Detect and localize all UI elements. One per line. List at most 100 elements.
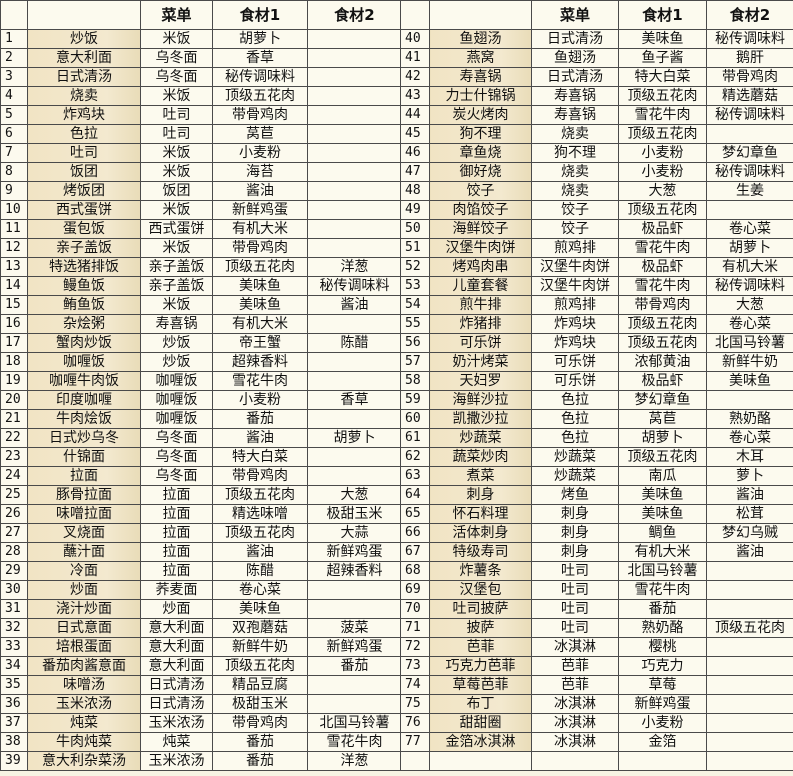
ingredient-2-cell[interactable] — [307, 86, 402, 106]
menu-cell[interactable]: 拉面 — [140, 504, 213, 524]
ingredient-1-cell[interactable]: 酱油 — [212, 428, 308, 448]
ingredient-1-cell[interactable]: 精品豆腐 — [212, 675, 308, 695]
dish-name[interactable]: 牛肉炖菜 — [27, 732, 141, 752]
menu-cell[interactable]: 拉面 — [140, 542, 213, 562]
ingredient-1-cell[interactable]: 南瓜 — [618, 466, 707, 486]
menu-cell[interactable]: 日式清汤 — [140, 675, 213, 695]
dish-name[interactable]: 煎牛排 — [429, 295, 532, 315]
empty-cell[interactable] — [429, 751, 532, 771]
dish-name[interactable]: 蟹肉炒饭 — [27, 333, 141, 353]
menu-cell[interactable]: 炸鸡块 — [531, 333, 619, 353]
ingredient-2-cell[interactable]: 精选蘑菇 — [706, 86, 793, 106]
ingredient-1-cell[interactable]: 雪花牛肉 — [618, 238, 707, 258]
row-number[interactable]: 12 — [0, 238, 28, 258]
ingredient-2-cell[interactable]: 大葱 — [706, 295, 793, 315]
ingredient-1-cell[interactable]: 番茄 — [212, 732, 308, 752]
menu-cell[interactable]: 吐司 — [140, 105, 213, 125]
ingredient-1-cell[interactable]: 鲷鱼 — [618, 523, 707, 543]
ingredient-1-cell[interactable]: 番茄 — [212, 409, 308, 429]
dish-name[interactable]: 芭菲 — [429, 637, 532, 657]
row-number[interactable]: 68 — [400, 561, 430, 581]
dish-name[interactable]: 天妇罗 — [429, 371, 532, 391]
ingredient-1-cell[interactable]: 极品虾 — [618, 371, 707, 391]
ingredient-1-cell[interactable]: 特大白菜 — [212, 447, 308, 467]
ingredient-2-cell[interactable]: 新鲜鸡蛋 — [307, 637, 402, 657]
ingredient-2-cell[interactable]: 秘传调味料 — [706, 162, 793, 182]
dish-name[interactable]: 炒饭 — [27, 29, 141, 49]
menu-cell[interactable]: 乌冬面 — [140, 466, 213, 486]
ingredient-2-cell[interactable]: 洋葱 — [307, 751, 402, 771]
empty-cell[interactable] — [400, 751, 430, 771]
dish-name[interactable]: 刺身 — [429, 485, 532, 505]
dish-name[interactable]: 炭火烤肉 — [429, 105, 532, 125]
row-number[interactable]: 67 — [400, 542, 430, 562]
menu-cell[interactable]: 饭团 — [140, 181, 213, 201]
ingredient-2-cell[interactable]: 梦幻乌贼 — [706, 523, 793, 543]
row-number[interactable]: 3 — [0, 67, 28, 87]
row-number[interactable]: 75 — [400, 694, 430, 714]
dish-name[interactable]: 冷面 — [27, 561, 141, 581]
ingredient-1-cell[interactable]: 顶级五花肉 — [618, 314, 707, 334]
ingredient-2-cell[interactable] — [307, 599, 402, 619]
ingredient-2-cell[interactable]: 酱油 — [307, 295, 402, 315]
row-number[interactable]: 47 — [400, 162, 430, 182]
ingredient-1-cell[interactable]: 新鲜牛奶 — [212, 637, 308, 657]
row-number[interactable]: 55 — [400, 314, 430, 334]
row-number[interactable]: 50 — [400, 219, 430, 239]
ingredient-1-cell[interactable]: 番茄 — [618, 599, 707, 619]
row-number[interactable]: 77 — [400, 732, 430, 752]
ingredient-2-cell[interactable]: 北国马铃薯 — [307, 713, 402, 733]
ingredient-2-cell[interactable]: 极甜玉米 — [307, 504, 402, 524]
ingredient-2-cell[interactable]: 雪花牛肉 — [307, 732, 402, 752]
ingredient-2-cell[interactable] — [307, 162, 402, 182]
ingredient-2-cell[interactable]: 洋葱 — [307, 257, 402, 277]
dish-name[interactable]: 亲子盖饭 — [27, 238, 141, 258]
dish-name[interactable]: 培根蛋面 — [27, 637, 141, 657]
ingredient-2-cell[interactable] — [307, 694, 402, 714]
menu-cell[interactable]: 寿喜锅 — [531, 105, 619, 125]
ingredient-1-cell[interactable]: 超辣香料 — [212, 352, 308, 372]
ingredient-1-cell[interactable]: 新鲜鸡蛋 — [618, 694, 707, 714]
dish-name[interactable]: 肉馅饺子 — [429, 200, 532, 220]
menu-cell[interactable]: 汉堡牛肉饼 — [531, 276, 619, 296]
row-number[interactable]: 5 — [0, 105, 28, 125]
ingredient-1-cell[interactable]: 顶级五花肉 — [212, 523, 308, 543]
dish-name[interactable]: 浇汁炒面 — [27, 599, 141, 619]
dish-name[interactable]: 烧卖 — [27, 86, 141, 106]
dish-name[interactable]: 日式炒乌冬 — [27, 428, 141, 448]
ingredient-2-cell[interactable]: 陈醋 — [307, 333, 402, 353]
ingredient-2-cell[interactable] — [307, 238, 402, 258]
row-number[interactable]: 36 — [0, 694, 28, 714]
ingredient-2-cell[interactable]: 带骨鸡肉 — [706, 67, 793, 87]
row-number[interactable]: 35 — [0, 675, 28, 695]
dish-name[interactable]: 炸薯条 — [429, 561, 532, 581]
ingredient-1-cell[interactable]: 大葱 — [618, 181, 707, 201]
ingredient-2-cell[interactable]: 松茸 — [706, 504, 793, 524]
menu-cell[interactable]: 饺子 — [531, 219, 619, 239]
menu-cell[interactable]: 色拉 — [531, 409, 619, 429]
ingredient-1-cell[interactable]: 美味鱼 — [618, 504, 707, 524]
dish-name[interactable]: 炖菜 — [27, 713, 141, 733]
menu-cell[interactable]: 炖菜 — [140, 732, 213, 752]
ingredient-2-cell[interactable] — [307, 352, 402, 372]
ingredient-1-cell[interactable]: 草莓 — [618, 675, 707, 695]
row-number[interactable]: 46 — [400, 143, 430, 163]
ingredient-1-cell[interactable]: 莴苣 — [618, 409, 707, 429]
ingredient-2-cell[interactable] — [706, 561, 793, 581]
ingredient-2-cell[interactable] — [307, 580, 402, 600]
ingredient-2-cell[interactable] — [307, 124, 402, 144]
menu-cell[interactable]: 汉堡牛肉饼 — [531, 257, 619, 277]
ingredient-2-cell[interactable] — [706, 390, 793, 410]
ingredient-2-cell[interactable] — [706, 694, 793, 714]
menu-cell[interactable]: 吐司 — [140, 124, 213, 144]
ingredient-1-cell[interactable]: 顶级五花肉 — [618, 86, 707, 106]
dish-name[interactable]: 儿童套餐 — [429, 276, 532, 296]
menu-cell[interactable]: 玉米浓汤 — [140, 713, 213, 733]
ingredient-2-cell[interactable] — [307, 181, 402, 201]
ingredient-2-cell[interactable]: 生姜 — [706, 181, 793, 201]
ingredient-2-cell[interactable]: 胡萝卜 — [706, 238, 793, 258]
row-number[interactable]: 20 — [0, 390, 28, 410]
menu-cell[interactable]: 荞麦面 — [140, 580, 213, 600]
ingredient-1-cell[interactable]: 秘传调味料 — [212, 67, 308, 87]
row-number[interactable]: 27 — [0, 523, 28, 543]
